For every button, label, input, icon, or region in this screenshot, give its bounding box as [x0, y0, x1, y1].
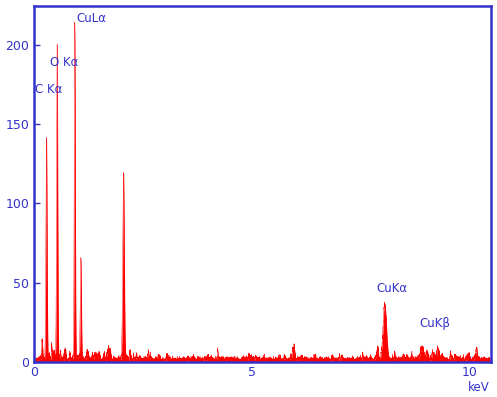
- Text: C Kα: C Kα: [35, 83, 63, 96]
- Text: keV: keV: [467, 381, 489, 394]
- Text: CuKβ: CuKβ: [419, 317, 451, 330]
- Text: CuKα: CuKα: [376, 282, 407, 295]
- Text: CuLα: CuLα: [77, 12, 106, 25]
- Text: O Kα: O Kα: [50, 56, 78, 69]
